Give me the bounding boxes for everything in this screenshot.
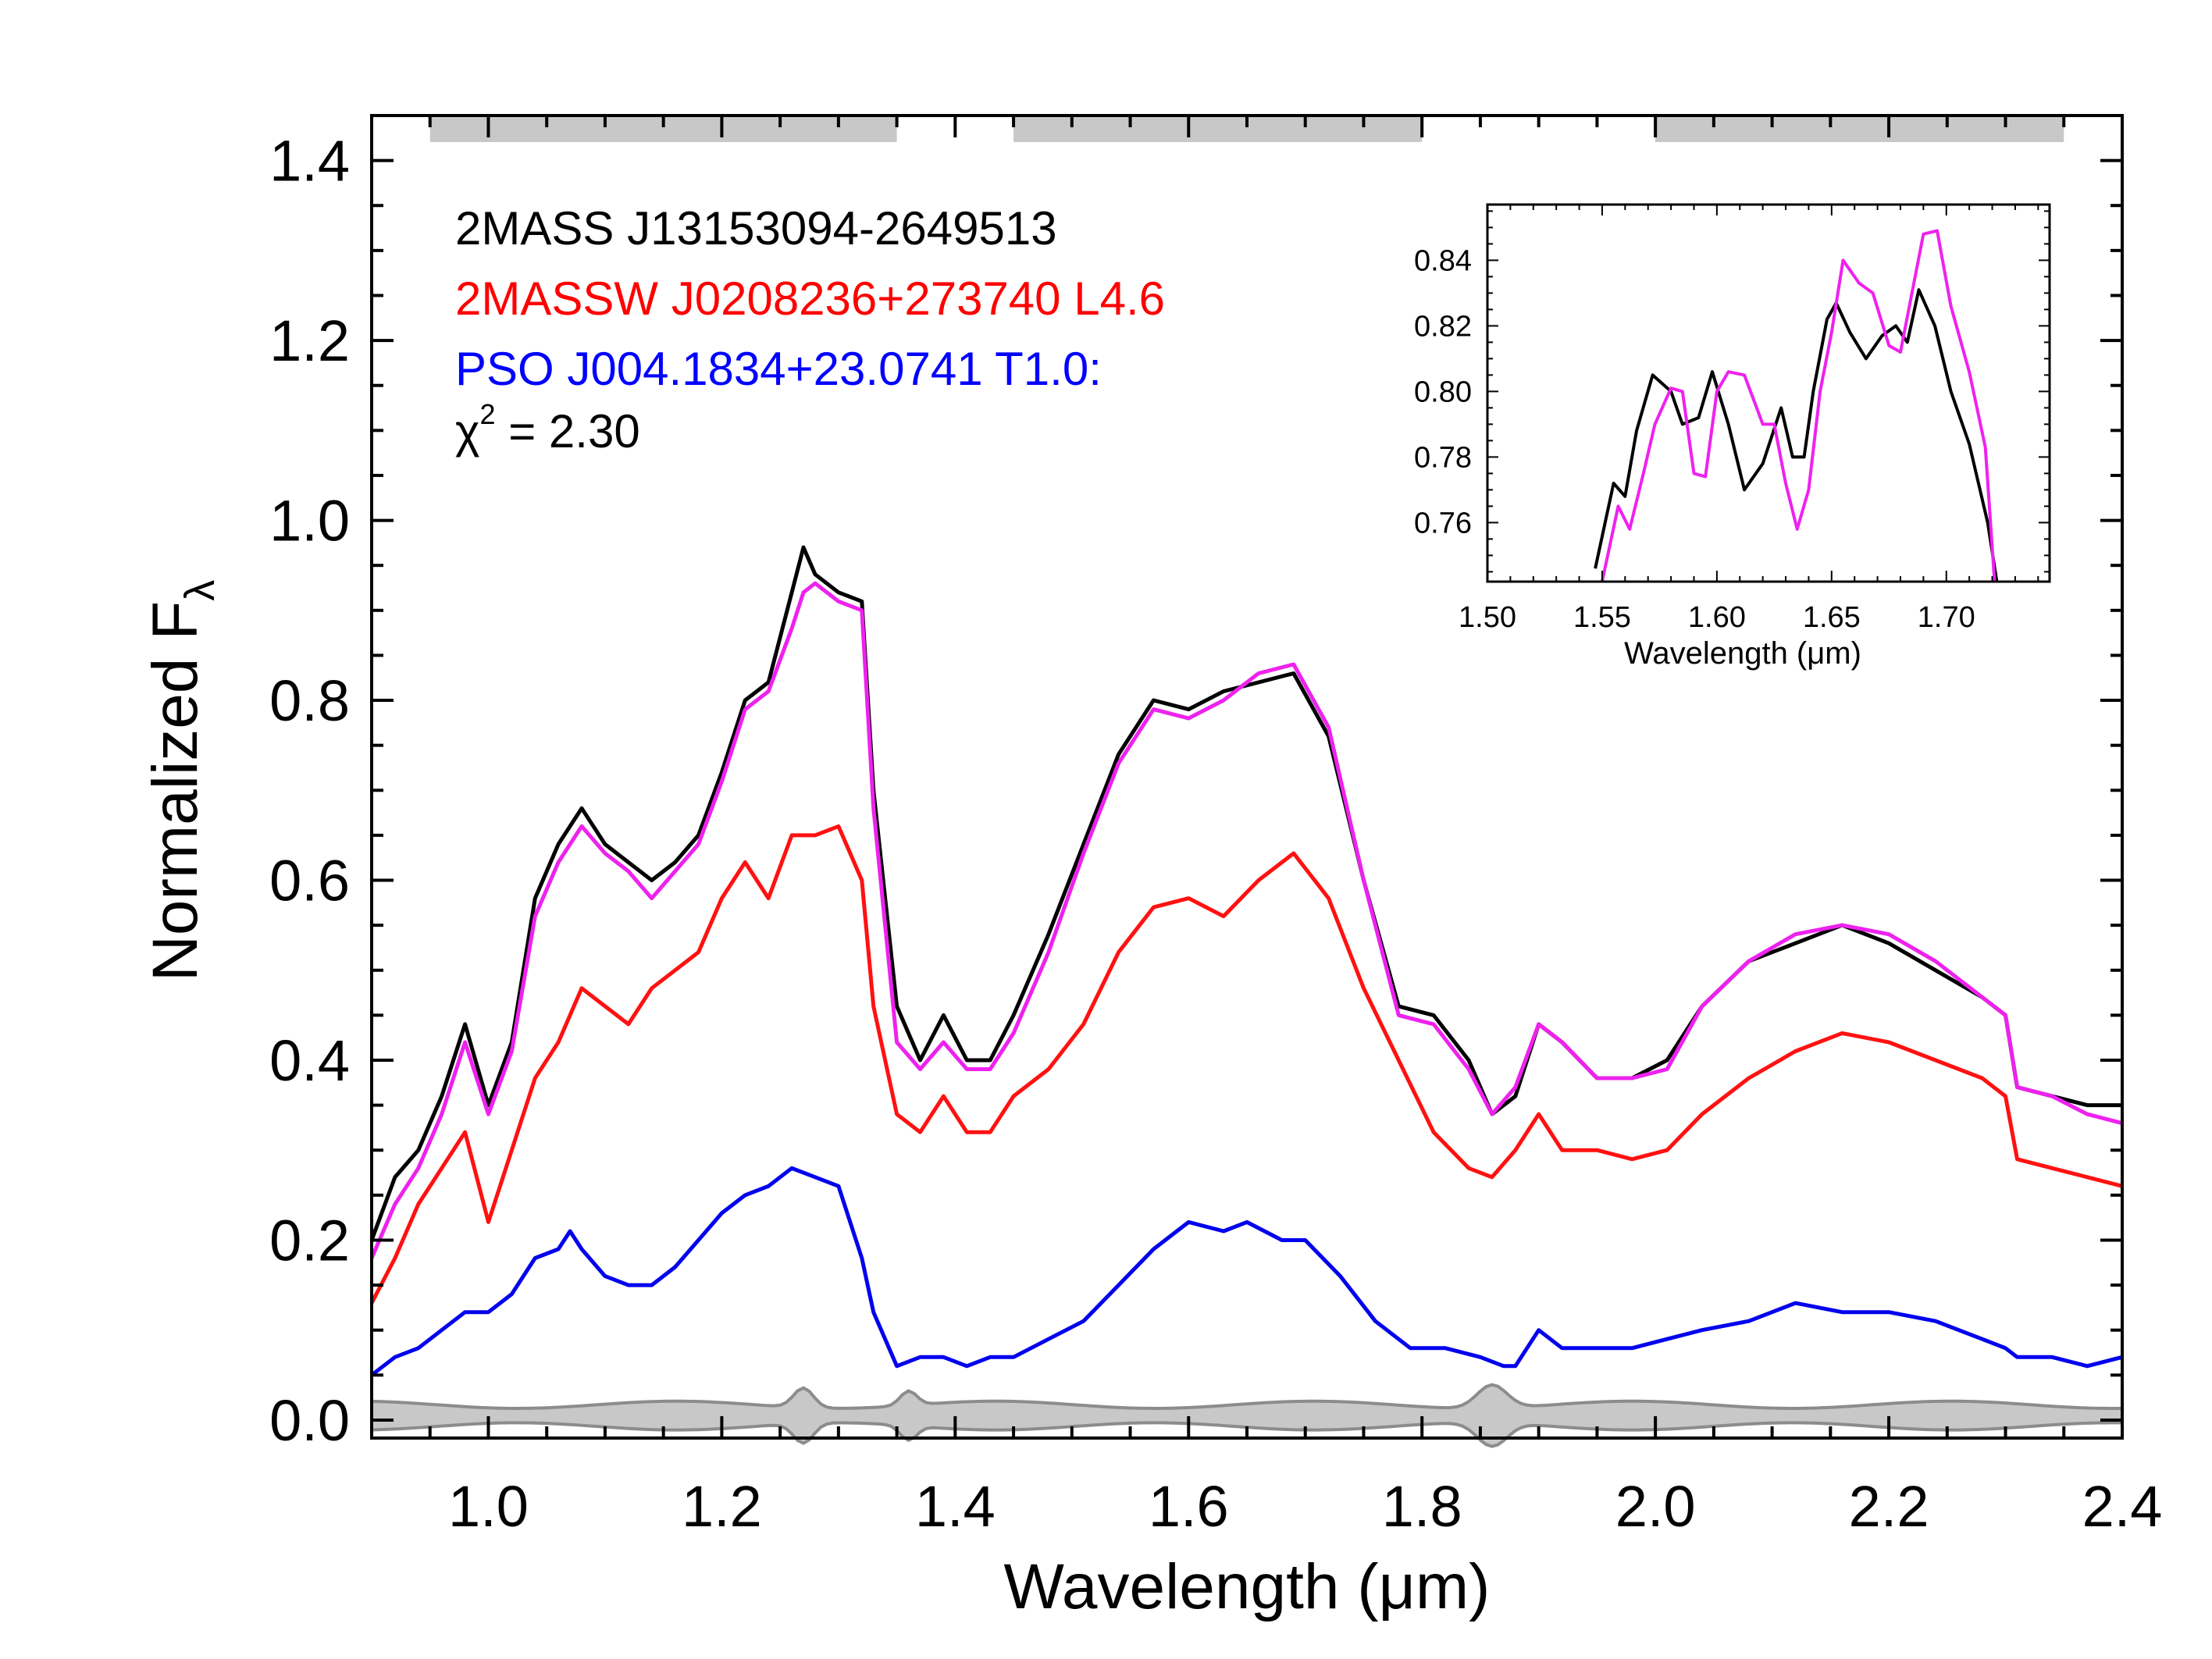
x-tick-label: 2.2 bbox=[1849, 1474, 1929, 1539]
y-tick-label: 0.2 bbox=[269, 1208, 350, 1273]
band-bar-1 bbox=[1013, 116, 1423, 142]
x-tick-label: 1.2 bbox=[682, 1474, 762, 1539]
x-tick-label: 1.0 bbox=[448, 1474, 529, 1539]
legend-entry-comparison: 2MASSW J0208236+273740 L4.6 bbox=[455, 272, 1165, 325]
x-tick-label: 1.8 bbox=[1382, 1474, 1462, 1539]
y-tick-label: 0.0 bbox=[269, 1388, 350, 1453]
inset-x-tick-label: 1.60 bbox=[1688, 601, 1746, 634]
legend-entry-target: 2MASS J13153094-2649513 bbox=[455, 202, 1057, 255]
x-tick-label: 2.4 bbox=[2082, 1474, 2163, 1539]
band-bars bbox=[429, 116, 2064, 142]
main-y-axis-label: Normalized Fλ bbox=[140, 580, 223, 982]
x-tick-label: 1.4 bbox=[915, 1474, 996, 1539]
inset-x-axis-label: Wavelength (μm) bbox=[1624, 636, 1861, 671]
main-ytick-labels: 0.0 0.2 0.4 0.6 0.8 1.0 1.2 1.4 bbox=[269, 129, 350, 1453]
y-tick-label: 1.0 bbox=[269, 489, 350, 554]
inset-y-tick-label: 0.84 bbox=[1414, 244, 1472, 277]
series-line-comparison bbox=[369, 824, 2123, 1305]
inset-x-tick-label: 1.70 bbox=[1918, 601, 1975, 634]
y-tick-label: 0.8 bbox=[269, 668, 350, 733]
chi-value: = 2.30 bbox=[496, 405, 640, 457]
inset-x-tick-label: 1.65 bbox=[1803, 601, 1861, 634]
inset-plot: 1.50 1.55 1.60 1.65 1.70 0.76 0.78 0.80 0.82 0.8… bbox=[1414, 203, 2051, 671]
main-x-axis-label: Wavelength (μm) bbox=[1004, 1551, 1491, 1622]
x-tick-label: 2.0 bbox=[1615, 1474, 1696, 1539]
inset-x-tick-label: 1.50 bbox=[1459, 601, 1516, 634]
main-y-axis-label-base: Normalized F bbox=[140, 601, 211, 982]
y-tick-label: 1.2 bbox=[269, 308, 350, 373]
inset-y-tick-label: 0.76 bbox=[1414, 507, 1472, 539]
inset-background bbox=[1487, 205, 2050, 582]
main-y-axis-label-sub: λ bbox=[176, 580, 223, 601]
inset-series-group bbox=[1594, 229, 1999, 582]
inset-x-tick-label: 1.55 bbox=[1573, 601, 1631, 634]
legend-entry-template: PSO J004.1834+23.0741 T1.0: bbox=[455, 343, 1102, 395]
y-tick-label: 0.6 bbox=[269, 849, 350, 913]
inset-line-model bbox=[1600, 229, 1996, 582]
chi-exponent: 2 bbox=[480, 398, 496, 430]
inset-axis-ticks bbox=[1487, 205, 2050, 582]
main-plot: 1.0 1.2 1.4 1.6 1.8 2.0 2.2 2.4 0.0 0.2 0.4 0.6 0.8… bbox=[140, 114, 2162, 1622]
x-tick-label: 1.6 bbox=[1149, 1474, 1229, 1539]
inset-y-tick-label: 0.82 bbox=[1414, 310, 1472, 343]
y-tick-label: 0.4 bbox=[269, 1028, 350, 1093]
chi-squared-label: χ2 = 2.30 bbox=[455, 398, 640, 457]
inset-y-tick-label: 0.78 bbox=[1414, 441, 1472, 474]
chi-symbol: χ bbox=[455, 405, 480, 457]
inset-y-tick-label: 0.80 bbox=[1414, 376, 1472, 408]
inset-plot-frame bbox=[1486, 203, 2051, 583]
inset-line-target bbox=[1594, 288, 1999, 582]
main-series-group bbox=[369, 545, 2123, 1377]
y-tick-label: 1.4 bbox=[269, 129, 350, 194]
series-line-model bbox=[369, 581, 2123, 1259]
main-xtick-labels: 1.0 1.2 1.4 1.6 1.8 2.0 2.2 2.4 bbox=[448, 1474, 2162, 1539]
band-bar-2 bbox=[1655, 116, 2064, 142]
inset-ytick-labels: 0.76 0.78 0.80 0.82 0.84 bbox=[1414, 244, 1472, 539]
series-line-template bbox=[370, 1166, 2123, 1377]
inset-xtick-labels: 1.50 1.55 1.60 1.65 1.70 bbox=[1459, 601, 1975, 634]
main-axis-ticks bbox=[370, 116, 2124, 1438]
legend: 2MASS J13153094-2649513 2MASSW J0208236+… bbox=[455, 202, 1165, 457]
